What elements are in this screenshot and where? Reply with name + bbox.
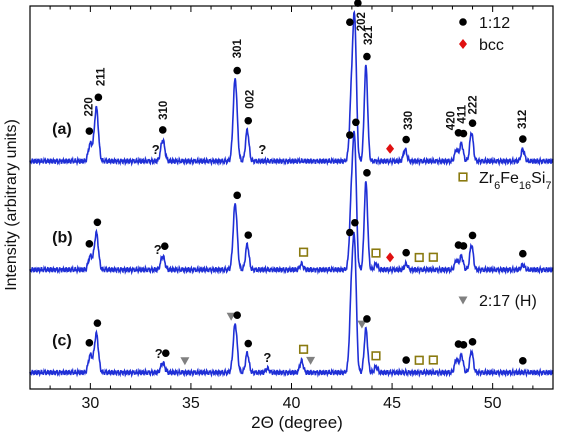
- phase-112-marker: [244, 231, 253, 239]
- phase-zr6fe16si7-marker: [371, 351, 381, 361]
- phase-112-marker: [468, 119, 477, 127]
- x-tick-label: 50: [484, 395, 502, 412]
- phase-112-marker: [468, 231, 477, 240]
- traces-layer: (a) (b) (c): [29, 9, 554, 379]
- series-label-0: (a): [52, 121, 72, 138]
- x-tick-label: 30: [81, 395, 99, 412]
- phase-112-marker: [402, 356, 410, 364]
- miller-index: 222: [468, 95, 480, 114]
- legend-label: 2:17 (H): [479, 293, 537, 310]
- phase-112-marker: [85, 240, 94, 248]
- phase-112-marker: [363, 52, 371, 61]
- legend-layer: 1:12 bcc Zr6Fe16Si7 2:17 (H): [458, 15, 552, 310]
- miller-index: 301: [232, 38, 244, 58]
- phase-zr6fe16si7-marker: [414, 252, 424, 263]
- phase-112-marker: [459, 341, 468, 349]
- phase-112-marker: [459, 242, 468, 250]
- x-tick-label: 35: [182, 395, 200, 412]
- phase-bcc-marker: [386, 252, 395, 263]
- phase-112-marker: [93, 218, 102, 227]
- phase-zr6fe16si7-marker: [298, 344, 309, 354]
- phase-112-marker: [94, 93, 103, 102]
- unknown-peak-marker: ?: [263, 350, 271, 365]
- legend-symbol-square: [458, 172, 468, 182]
- miller-index: 211: [95, 67, 107, 86]
- phase-bcc-marker: [386, 143, 395, 154]
- phase-112-marker: [402, 135, 410, 144]
- phase-217h-marker: [357, 320, 367, 329]
- trace-1: [29, 130, 554, 276]
- x-axis-label: 2Θ (degree): [251, 413, 343, 432]
- legend-label: 1:12: [479, 15, 510, 32]
- phase-112-marker: [354, 0, 362, 7]
- miller-index: 321: [363, 25, 375, 45]
- phase-112-marker: [459, 129, 468, 138]
- phase-112-marker: [519, 357, 527, 365]
- miller-index: 330: [403, 111, 415, 130]
- miller-index: 312: [517, 110, 529, 129]
- phase-112-marker: [519, 249, 527, 258]
- phase-112-marker: [85, 127, 94, 135]
- phase-112-marker: [468, 338, 477, 346]
- phase-112-marker: [352, 118, 360, 127]
- axes-layer: 30 35 40 45 50: [29, 5, 554, 412]
- miller-index: 220: [83, 97, 95, 116]
- markers-layer: ?????: [85, 0, 527, 366]
- phase-112-marker: [158, 126, 167, 134]
- phase-zr6fe16si7-marker: [414, 355, 424, 365]
- phase-112-marker: [351, 218, 359, 227]
- phase-112-marker: [519, 135, 527, 143]
- phase-zr6fe16si7-marker: [428, 355, 438, 365]
- trace-0: [29, 9, 554, 167]
- legend-symbol-triangle: [458, 296, 468, 305]
- legend-symbol-circle: [459, 18, 467, 26]
- miller-index: 202: [356, 12, 368, 31]
- phase-112-marker: [233, 191, 241, 200]
- miller-index: 002: [244, 90, 256, 109]
- phase-217h-marker: [306, 356, 316, 365]
- phase-112-marker: [346, 228, 354, 237]
- trace-2: [29, 231, 554, 379]
- phase-112-marker: [160, 242, 169, 251]
- miller-indices-layer: 220211310301002400202321330420411222312: [83, 12, 529, 130]
- phase-112-marker: [244, 116, 253, 125]
- phase-217h-marker: [226, 312, 236, 321]
- unknown-peak-marker: ?: [155, 346, 163, 361]
- legend-label: bcc: [479, 37, 504, 54]
- phase-112-marker: [363, 315, 371, 323]
- y-axis-label: Intensity (arbitrary units): [3, 119, 20, 291]
- unknown-peak-marker: ?: [154, 242, 162, 257]
- phase-217h-marker: [180, 357, 190, 366]
- phase-zr6fe16si7-marker: [428, 252, 438, 262]
- phase-112-marker: [363, 169, 371, 177]
- phase-112-marker: [244, 339, 253, 348]
- x-tick-label: 45: [383, 395, 401, 412]
- phase-112-marker: [346, 131, 354, 139]
- miller-index: 420: [445, 111, 457, 130]
- phase-112-marker: [85, 339, 94, 347]
- phase-112-marker: [233, 311, 241, 320]
- phase-112-marker: [161, 349, 170, 357]
- legend-symbol-diamond: [459, 39, 467, 49]
- unknown-peak-marker: ?: [258, 142, 266, 157]
- phase-112-marker: [233, 66, 241, 75]
- series-label-1: (b): [52, 230, 72, 247]
- unknown-peak-marker: ?: [152, 142, 160, 157]
- legend-label: Zr6Fe16Si7: [479, 170, 552, 192]
- series-label-2: (c): [52, 332, 72, 349]
- phase-112-marker: [402, 248, 410, 257]
- phase-112-marker: [93, 319, 102, 327]
- phase-zr6fe16si7-marker: [371, 248, 381, 258]
- phase-112-marker: [346, 18, 354, 26]
- miller-index: 310: [158, 101, 170, 120]
- phase-zr6fe16si7-marker: [298, 247, 309, 257]
- miller-index: 411: [456, 104, 468, 123]
- x-tick-label: 40: [283, 395, 301, 412]
